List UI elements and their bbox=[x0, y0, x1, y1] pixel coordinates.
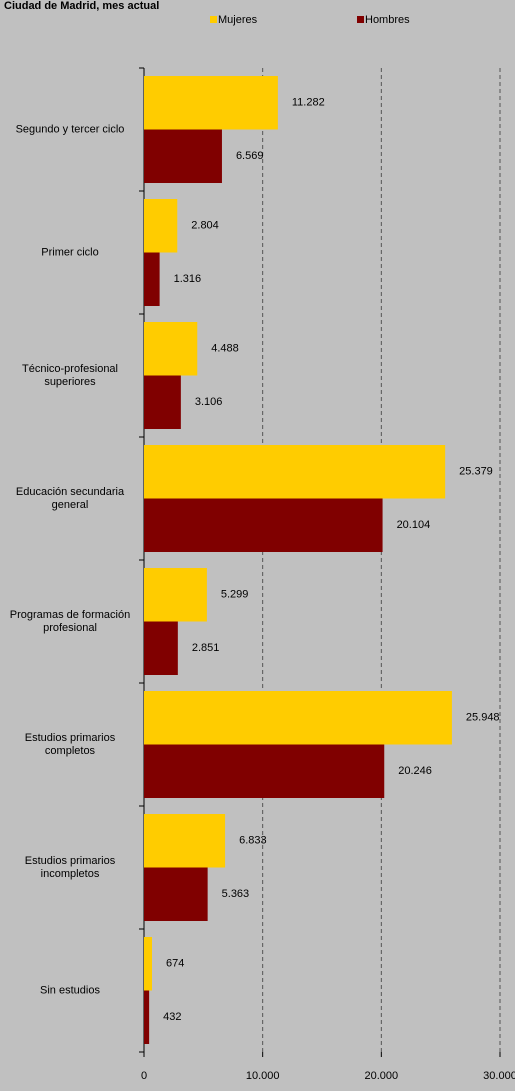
data-label: 5.299 bbox=[221, 589, 249, 601]
data-label: 4.488 bbox=[211, 343, 239, 355]
data-label: 20.104 bbox=[397, 519, 431, 531]
bar bbox=[144, 252, 160, 306]
bar bbox=[144, 199, 178, 253]
bar bbox=[144, 744, 385, 798]
bar bbox=[144, 691, 452, 745]
legend-label: Mujeres bbox=[218, 14, 258, 26]
data-label: 25.379 bbox=[459, 466, 493, 478]
legend-label: Hombres bbox=[365, 14, 410, 26]
bar bbox=[144, 322, 198, 376]
bar bbox=[144, 375, 181, 429]
data-label: 432 bbox=[163, 1011, 181, 1023]
x-tick-label: 30.000 bbox=[483, 1070, 515, 1082]
data-label: 6.569 bbox=[236, 150, 264, 162]
y-tick-label: Estudios primarios completos bbox=[24, 731, 116, 757]
bar bbox=[144, 937, 152, 991]
bar bbox=[144, 990, 150, 1044]
data-label: 1.316 bbox=[174, 273, 202, 285]
chart-title: Ciudad de Madrid, mes actual bbox=[4, 0, 159, 12]
y-tick-label: Segundo y tercer ciclo bbox=[15, 123, 125, 135]
bar bbox=[144, 445, 446, 499]
legend-swatch bbox=[357, 16, 364, 23]
bar bbox=[144, 814, 226, 868]
bar bbox=[144, 129, 222, 183]
y-tick-label: Programas de formación profesional bbox=[9, 608, 131, 634]
data-label: 5.363 bbox=[222, 888, 250, 900]
legend-swatch bbox=[210, 16, 217, 23]
data-label: 6.833 bbox=[239, 835, 267, 847]
bar bbox=[144, 498, 383, 552]
data-label: 2.851 bbox=[192, 642, 220, 654]
y-tick-label: Sin estudios bbox=[40, 984, 100, 996]
data-label: 2.804 bbox=[191, 220, 219, 232]
x-tick-label: 10.000 bbox=[246, 1070, 280, 1082]
y-tick-label: Primer ciclo bbox=[41, 246, 99, 258]
bar bbox=[144, 568, 207, 622]
x-tick-label: 0 bbox=[141, 1070, 147, 1082]
y-tick-label: Técnico-profesional superiores bbox=[22, 362, 118, 388]
y-tick-label: Estudios primarios incompletos bbox=[24, 854, 116, 880]
y-tick-label: Educación secundaria general bbox=[15, 485, 125, 511]
data-label: 11.282 bbox=[292, 97, 325, 109]
data-label: 25.948 bbox=[466, 712, 500, 724]
data-label: 20.246 bbox=[398, 765, 432, 777]
bar bbox=[144, 867, 208, 921]
data-label: 3.106 bbox=[195, 396, 223, 408]
x-tick-label: 20.000 bbox=[365, 1070, 399, 1082]
bar bbox=[144, 621, 178, 675]
bar bbox=[144, 76, 278, 130]
data-label: 674 bbox=[166, 958, 184, 970]
